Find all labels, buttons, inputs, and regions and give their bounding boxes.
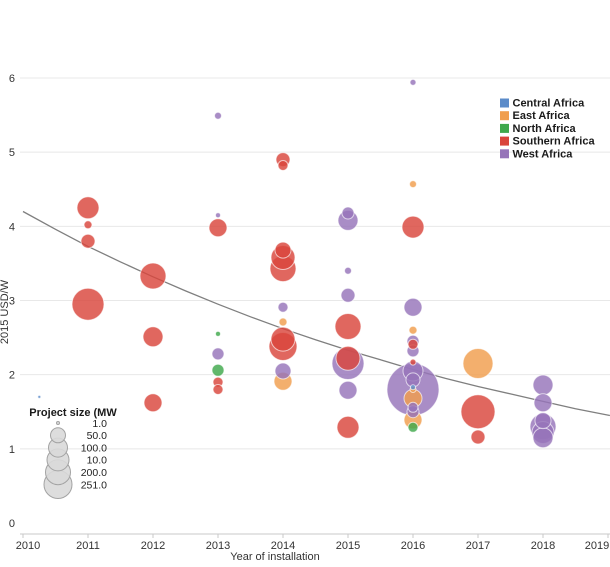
size-legend-label-50.0: 50.0 (87, 430, 108, 442)
data-point (139, 262, 167, 290)
x-axis-title: Year of installation (230, 551, 320, 563)
data-point (534, 412, 552, 430)
data-point (214, 111, 222, 120)
x-tick-label-2013: 2013 (206, 540, 230, 552)
legend-swatch-west-africa (500, 149, 509, 159)
y-tick-label-6: 6 (9, 73, 15, 85)
x-tick-label-2018: 2018 (531, 540, 555, 552)
data-point (211, 363, 225, 377)
data-point (410, 384, 416, 391)
data-point (211, 347, 225, 361)
data-point (340, 287, 356, 303)
trend-line (22, 210, 610, 417)
y-tick-label-4: 4 (9, 221, 15, 233)
data-point (533, 393, 553, 413)
data-point (80, 233, 96, 249)
data-point (344, 266, 352, 275)
data-point (270, 326, 296, 352)
y-tick-label-1: 1 (9, 444, 15, 456)
data-point (338, 380, 358, 400)
x-tick-label-2017: 2017 (466, 540, 490, 552)
axes-layer: 0 1 2 3 4 5 6 2010 2011 2012 2013 2014 2015 2016 2017 2… (9, 73, 610, 552)
data-point (208, 218, 228, 238)
x-tick-label-2015: 2015 (336, 540, 360, 552)
x-tick-label-2010: 2010 (16, 540, 40, 552)
data-point (278, 317, 288, 327)
x-tick-label-2011: 2011 (76, 540, 100, 552)
legend-label-southern-africa: Southern Africa (513, 136, 596, 148)
legend-swatch-east-africa (500, 111, 509, 121)
size-legend-label-100.0: 100.0 (81, 442, 107, 454)
size-legend-circle-1.0 (56, 421, 60, 425)
data-point (407, 338, 419, 350)
data-point (470, 429, 486, 445)
legend-swatch-central-africa (500, 98, 509, 108)
x-tick-label-2012: 2012 (141, 540, 165, 552)
data-point (462, 348, 494, 379)
x-tick-label-2016: 2016 (401, 540, 425, 552)
size-legend-title: Project size (MW (29, 407, 117, 419)
data-point (215, 330, 221, 337)
data-point (212, 384, 224, 395)
data-point (76, 196, 100, 220)
legend-label-north-africa: North Africa (513, 123, 577, 135)
data-point (409, 358, 417, 366)
data-point (409, 180, 417, 189)
legend-label-west-africa: West Africa (513, 148, 574, 160)
data-point (142, 326, 164, 348)
y-tick-label-2: 2 (9, 370, 15, 382)
data-point (274, 241, 292, 259)
data-point (401, 215, 425, 239)
data-point (335, 345, 361, 371)
legend-label-central-africa: Central Africa (513, 98, 586, 110)
trend-line-layer (22, 210, 610, 417)
data-point (277, 160, 289, 171)
labels-layer: 2015 USD/W Year of installation Project … (0, 279, 320, 563)
x-tick-label-2019: 2019 (585, 540, 609, 552)
data-point (277, 301, 289, 313)
gridlines (20, 77, 610, 450)
data-point (341, 206, 355, 220)
data-point (71, 287, 105, 321)
data-point (83, 220, 93, 230)
data-point (532, 374, 554, 396)
data-point (274, 362, 292, 380)
data-point (407, 421, 419, 433)
size-legend-label-200.0: 200.0 (81, 467, 107, 479)
data-points-layer (37, 78, 557, 449)
data-point (336, 415, 360, 439)
data-point (460, 394, 496, 430)
data-point (409, 78, 417, 86)
data-point (403, 297, 423, 317)
data-point (408, 325, 418, 335)
legend-swatch-north-africa (500, 123, 509, 133)
size-legend-circle-50.0 (50, 427, 66, 444)
y-tick-label-0: 0 (9, 518, 15, 530)
y-tick-label-3: 3 (9, 295, 15, 307)
data-point (532, 427, 554, 449)
size-legend-label-10.0: 10.0 (87, 455, 108, 467)
data-point (143, 393, 163, 413)
data-point (334, 313, 362, 340)
data-point (407, 401, 419, 413)
legend-swatch-southern-africa (500, 136, 509, 146)
x-tick-label-2014: 2014 (271, 540, 295, 552)
size-legend-label-251.0: 251.0 (81, 479, 107, 491)
y-tick-label-5: 5 (9, 147, 15, 159)
data-point (37, 394, 42, 399)
legend-label-east-africa: East Africa (513, 110, 571, 122)
size-legend-label-1.0: 1.0 (92, 418, 107, 430)
data-point (215, 212, 221, 219)
y-axis-title: 2015 USD/W (0, 279, 11, 344)
